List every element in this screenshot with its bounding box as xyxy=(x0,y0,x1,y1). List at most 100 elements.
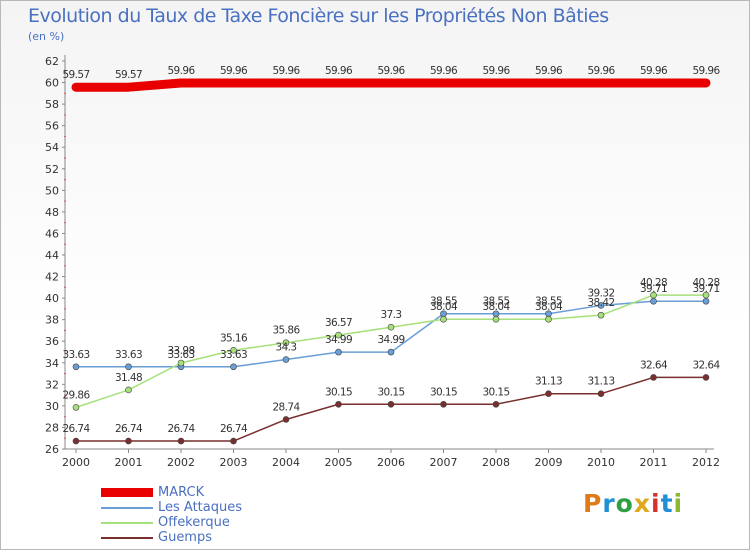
y-tick-label: 62 xyxy=(45,55,59,68)
data-label: 26.74 xyxy=(220,423,248,435)
data-label: 59.57 xyxy=(115,69,142,81)
legend-item-guemps: Guemps xyxy=(101,530,242,545)
data-point xyxy=(545,315,552,323)
data-label: 59.96 xyxy=(587,65,615,77)
data-point xyxy=(492,315,500,323)
data-label: 38.04 xyxy=(482,301,510,313)
data-label: 38.55 xyxy=(535,296,562,308)
unit-label: (en %) xyxy=(28,30,65,43)
data-label: 59.96 xyxy=(692,65,720,77)
data-label: 36.57 xyxy=(325,317,352,329)
data-label: 40.28 xyxy=(692,277,719,289)
data-label: 28.74 xyxy=(272,401,300,413)
data-label: 26.74 xyxy=(62,423,90,435)
legend-swatch xyxy=(101,506,153,509)
data-label: 39.71 xyxy=(640,283,667,295)
data-point xyxy=(440,400,447,408)
y-tick-label: 42 xyxy=(45,271,59,284)
data-point xyxy=(702,374,710,381)
data-label: 38.55 xyxy=(430,296,457,308)
x-tick-label: 2006 xyxy=(377,456,405,469)
data-label: 26.74 xyxy=(167,423,195,435)
data-point xyxy=(650,297,657,305)
data-label: 33.63 xyxy=(167,349,194,361)
legend-swatch xyxy=(101,488,153,497)
data-label: 30.15 xyxy=(325,386,352,398)
data-point xyxy=(597,302,605,309)
legend-item-offekerque: Offekerque xyxy=(101,515,242,530)
data-label: 40.28 xyxy=(640,277,667,289)
data-point xyxy=(492,400,500,408)
y-tick-label: 48 xyxy=(45,206,59,219)
data-point xyxy=(387,323,395,331)
legend-label: Offekerque xyxy=(158,514,230,530)
data-label: 34.99 xyxy=(325,334,352,346)
legend-label: Guemps xyxy=(158,529,212,545)
data-label: 33.98 xyxy=(167,345,194,357)
data-label: 38.42 xyxy=(587,297,614,309)
data-point xyxy=(177,359,185,367)
y-tick-label: 50 xyxy=(45,184,59,197)
data-point xyxy=(545,390,552,398)
proxiti-logo: Proxiti xyxy=(583,489,684,518)
data-point xyxy=(282,356,290,363)
series-line-marck xyxy=(71,78,711,92)
data-label: 59.96 xyxy=(377,65,405,77)
data-point xyxy=(177,437,185,445)
y-tick-label: 58 xyxy=(45,98,59,111)
data-point xyxy=(72,404,80,411)
data-label: 59.96 xyxy=(430,65,458,77)
x-tick-label: 2007 xyxy=(430,456,458,469)
x-tick-label: 2010 xyxy=(587,456,615,469)
y-tick-label: 38 xyxy=(45,314,59,327)
x-tick-label: 2011 xyxy=(640,456,668,469)
x-tick-label: 2008 xyxy=(482,456,510,469)
data-point xyxy=(702,297,710,305)
data-label: 34.3 xyxy=(276,342,297,354)
data-label: 31.13 xyxy=(535,376,562,388)
data-point xyxy=(597,311,605,319)
chart-title: Evolution du Taux de Taxe Foncière sur l… xyxy=(28,5,609,27)
data-point xyxy=(387,348,395,356)
x-tick-label: 2009 xyxy=(535,456,563,469)
data-point xyxy=(650,291,657,299)
legend: MARCK Les Attaques Offekerque Guemps xyxy=(101,485,242,545)
data-label: 59.57 xyxy=(62,69,89,81)
data-point xyxy=(282,416,290,423)
data-label: 31.13 xyxy=(587,376,614,388)
y-tick-label: 30 xyxy=(45,400,59,413)
data-point xyxy=(230,363,237,371)
y-tick-label: 56 xyxy=(45,120,59,133)
y-tick-label: 52 xyxy=(45,163,59,176)
data-label: 32.64 xyxy=(640,359,668,371)
legend-item-marck: MARCK xyxy=(101,485,242,500)
y-tick-label: 60 xyxy=(45,77,59,90)
data-point xyxy=(125,363,132,371)
data-point xyxy=(335,348,342,356)
data-label: 33.63 xyxy=(115,349,142,361)
y-tick-label: 28 xyxy=(45,421,59,434)
data-label: 59.96 xyxy=(325,65,353,77)
data-label: 38.55 xyxy=(482,296,509,308)
data-label: 30.15 xyxy=(377,386,404,398)
x-tick-label: 2012 xyxy=(692,456,720,469)
data-point xyxy=(282,339,290,347)
x-tick-label: 2005 xyxy=(325,456,353,469)
data-label: 59.96 xyxy=(220,65,248,77)
data-label: 38.04 xyxy=(430,301,458,313)
x-tick-label: 2000 xyxy=(62,456,90,469)
y-tick-label: 36 xyxy=(45,335,59,348)
data-point xyxy=(125,386,132,394)
y-tick-label: 44 xyxy=(45,249,59,262)
data-point xyxy=(702,291,710,299)
y-tick-label: 54 xyxy=(45,141,59,154)
y-tick-label: 34 xyxy=(45,357,59,370)
data-point xyxy=(72,437,80,445)
data-label: 34.99 xyxy=(377,334,404,346)
data-point xyxy=(72,363,80,371)
data-label: 59.96 xyxy=(272,65,300,77)
data-label: 37.3 xyxy=(381,309,402,321)
data-point xyxy=(335,400,342,408)
